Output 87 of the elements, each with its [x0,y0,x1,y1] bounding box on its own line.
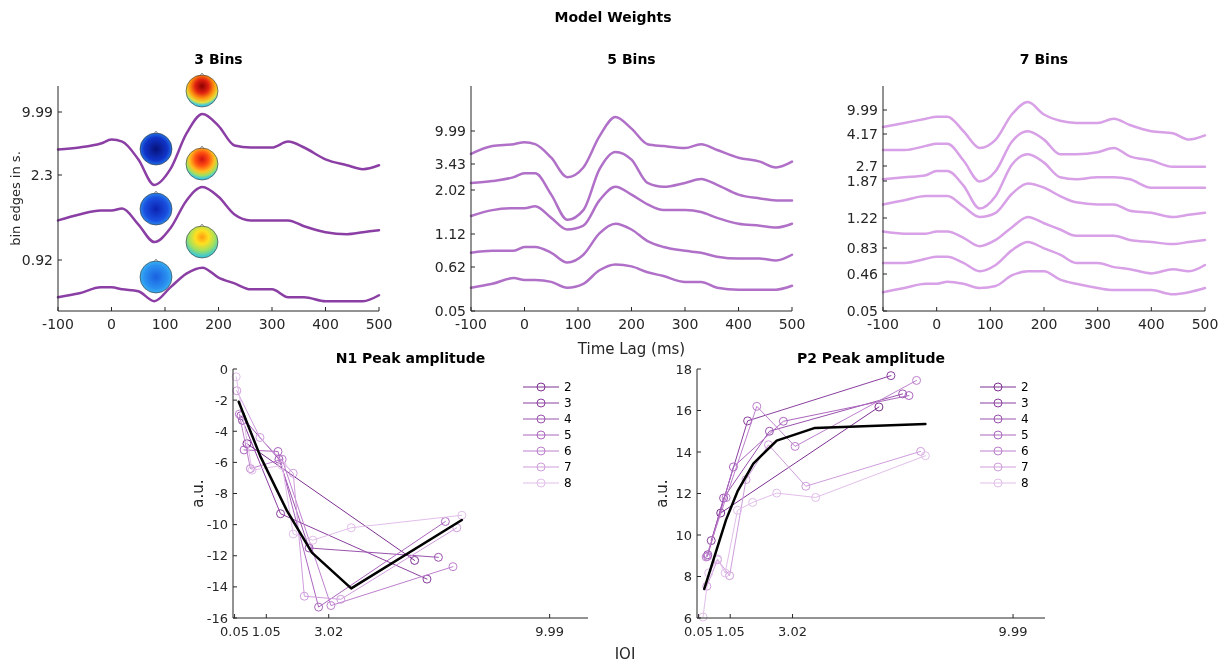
y-tick-label: -8 [215,486,228,502]
y-tick-label: -12 [206,548,228,564]
x-tick-label: 500 [365,316,393,332]
x-tick-label: 1.05 [715,624,745,639]
x-tick-label: 0.05 [684,624,714,639]
chart-title: P2 Peak amplitude [796,350,946,366]
y-tick-label: -16 [206,610,228,626]
legend-label: 5 [564,428,572,443]
text: 0.92 [21,251,53,268]
x-tick-label: -100 [455,316,487,332]
legend-label: 2 [564,380,572,395]
x-tick-label: 100 [564,316,592,332]
y-tick-label: 12 [675,486,692,502]
y-axis-title: a.u. [189,479,207,508]
x-tick-label: 9.99 [998,624,1028,639]
text: Model Weights [554,9,672,25]
y-tick-label: -2 [215,392,228,408]
x-tick-label: 500 [778,316,806,332]
chart-title: 7 Bins [1019,51,1069,67]
y-tick-label: -4 [215,423,228,439]
text: 2.02 [434,181,466,198]
y-axis-title: bin edges in s. [8,151,23,246]
y-tick-label: -10 [206,517,228,533]
legend-label: 7 [1021,460,1029,475]
y-tick-label: 6 [683,610,692,626]
text: 2.7 [855,157,878,174]
x-tick-label: -100 [867,316,899,332]
x-tick-label: 100 [976,316,1004,332]
chart-title: N1 Peak amplitude [335,350,486,366]
text: 1.87 [846,172,878,189]
y-tick-label: 14 [675,444,692,460]
x-tick-label: 400 [725,316,752,332]
legend-label: 6 [564,444,572,459]
x-tick-label: 400 [312,316,339,332]
x-tick-label: 100 [151,316,179,332]
legend-label: 8 [564,476,572,491]
text: 0.05 [846,302,878,319]
text: 9.99 [21,103,53,120]
legend-label: 8 [1021,476,1029,491]
legend-label: 2 [1021,380,1029,395]
x-tick-label: 9.99 [535,624,565,639]
text: 1.22 [846,209,878,226]
x-tick-label: 0.05 [220,624,250,639]
legend-label: 4 [564,412,572,427]
y-tick-label: 0 [219,361,228,377]
y-axis-title: a.u. [653,479,671,508]
x-tick-label: 400 [1137,316,1165,332]
x-axis-title: IOI [614,645,636,663]
x-tick-label: 200 [618,316,645,332]
text: 0.05 [434,302,466,319]
x-tick-label: 0 [520,316,529,332]
x-axis-title: Time Lag (ms) [576,340,686,358]
x-tick-label: 200 [1030,316,1058,332]
y-tick-label: 10 [675,527,692,543]
x-tick-label: 3.02 [778,624,808,639]
legend-label: 6 [1021,444,1029,459]
legend-label: 4 [1021,412,1029,427]
text: 0.83 [846,239,878,256]
chart-title: 5 Bins [607,51,656,67]
text: 4.17 [846,125,878,142]
legend-label: 3 [1021,396,1029,411]
y-tick-label: 16 [675,403,692,419]
x-tick-label: -100 [42,316,74,332]
y-tick-label: -6 [215,454,228,470]
x-tick-label: 3.02 [314,624,344,639]
text: 0.62 [434,258,466,275]
text: 1.12 [434,225,466,242]
x-tick-label: 0 [932,316,942,332]
text: 9.99 [846,101,878,118]
text: 0.46 [846,265,879,282]
x-tick-label: 500 [1191,316,1219,332]
legend-label: 7 [564,460,572,475]
x-tick-label: 200 [205,316,232,332]
legend-label: 3 [564,396,572,411]
y-tick-label: 8 [683,569,692,585]
x-tick-label: 300 [1084,316,1112,332]
x-tick-label: 300 [258,316,286,332]
y-tick-label: -14 [206,579,228,595]
text: 9.99 [434,122,466,139]
x-tick-label: 300 [671,316,699,332]
legend-label: 5 [1021,428,1029,443]
y-tick-label: 18 [675,361,692,377]
x-tick-label: 0 [107,316,116,332]
chart-title: 3 Bins [194,51,243,67]
text: 2.3 [30,166,53,183]
x-tick-label: 1.05 [251,624,281,639]
text: 3.43 [434,155,466,172]
